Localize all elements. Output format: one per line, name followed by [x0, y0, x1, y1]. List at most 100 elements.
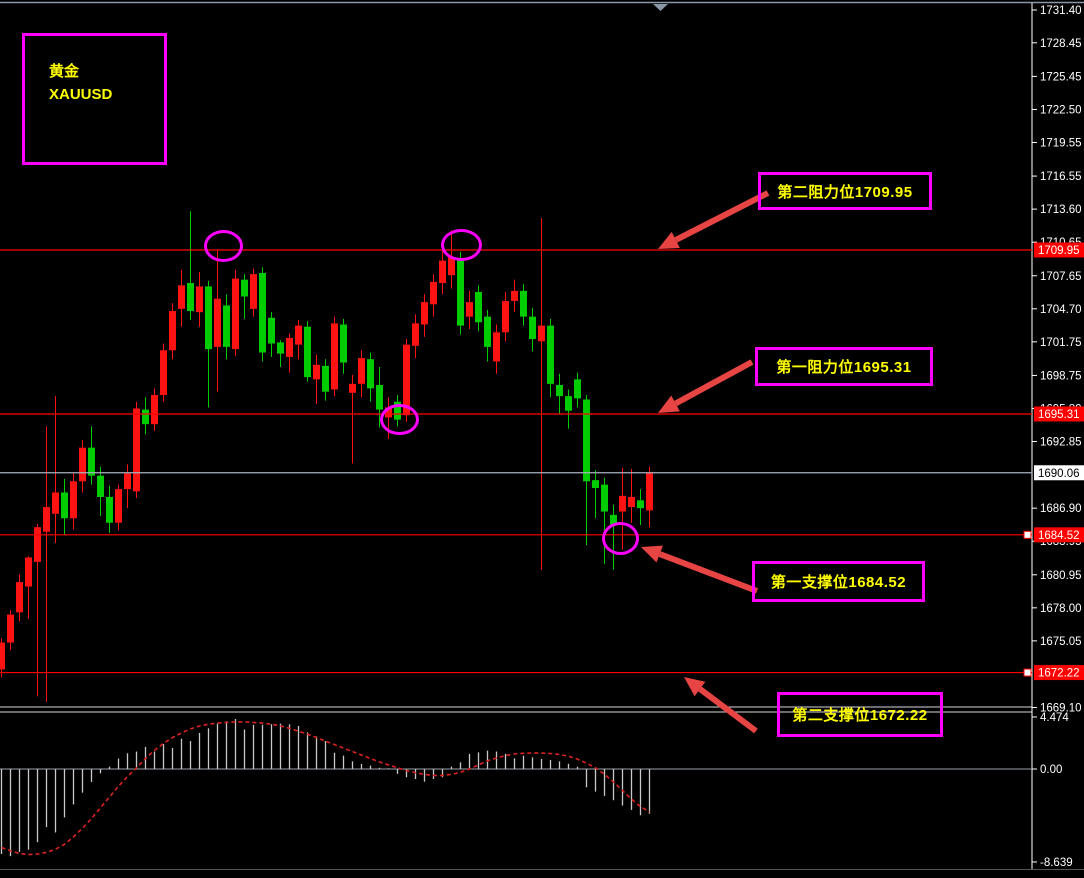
candle-body-up — [133, 408, 140, 492]
candle-body-down — [475, 292, 482, 323]
candle-body-up — [493, 332, 500, 362]
level-line-handle[interactable] — [1023, 668, 1032, 677]
level-price-badge-text: 1684.52 — [1038, 530, 1080, 542]
candle-body-down — [565, 396, 572, 411]
candle-body-down — [61, 492, 68, 519]
price-axis-label: 1698.75 — [1040, 370, 1082, 382]
candle-body-up — [412, 323, 419, 346]
candle-body-down — [268, 317, 275, 344]
price-axis-label: 1725.45 — [1040, 71, 1082, 83]
candle-body-up — [358, 358, 365, 384]
candle-body-up — [466, 302, 473, 317]
highlight-circle-resistance1-touch[interactable] — [380, 404, 419, 435]
candle-body-up — [79, 447, 86, 482]
candle-body-down — [592, 480, 599, 488]
price-axis-label: 1716.55 — [1040, 171, 1082, 183]
candle-body-up — [439, 260, 446, 284]
candle-body-up — [196, 286, 203, 313]
annotation-arrow-shaft[interactable] — [698, 686, 758, 734]
highlight-circle-resistance2-touch1[interactable] — [204, 230, 243, 262]
price-axis-label: 1686.90 — [1040, 503, 1082, 515]
candle-body-up — [295, 325, 302, 345]
symbol-title-box[interactable]: 黄金 XAUUSD — [22, 33, 167, 165]
annotation-resistance2[interactable]: 第二阻力位1709.95 — [758, 172, 932, 210]
candle-body-down — [106, 496, 113, 523]
candle-body-up — [538, 325, 545, 342]
level-price-badge-text: 1672.22 — [1038, 668, 1080, 680]
price-axis-label: 1692.85 — [1040, 437, 1082, 449]
candle-body-down — [322, 365, 329, 392]
price-axis-label: 1728.45 — [1040, 38, 1082, 50]
annotation-arrow-head[interactable] — [658, 395, 680, 413]
price-axis-label: 1707.65 — [1040, 271, 1082, 283]
candle-body-up — [25, 557, 32, 587]
candle-body-up — [313, 364, 320, 380]
price-axis-label: 1722.50 — [1040, 104, 1082, 116]
candle-body-up — [178, 285, 185, 309]
candle-body-down — [547, 325, 554, 384]
level-price-badge-text: 1709.95 — [1038, 245, 1080, 257]
candle-body-up — [0, 642, 5, 670]
candle-body-up — [430, 281, 437, 305]
annotation-arrow-head[interactable] — [658, 231, 680, 249]
annotation-support2-label: 第二支撑位1672.22 — [792, 707, 928, 724]
candle-body-up — [43, 507, 50, 532]
candle-body-down — [367, 359, 374, 389]
price-axis-label: 1713.60 — [1040, 204, 1082, 216]
candle-body-up — [151, 395, 158, 425]
candle-body-up — [619, 495, 626, 512]
annotation-arrow-shaft[interactable] — [674, 359, 754, 407]
highlight-circle-resistance2-touch2[interactable] — [441, 229, 482, 261]
candle-body-down — [376, 384, 383, 410]
candle-body-up — [16, 582, 23, 613]
annotation-arrow-shaft[interactable] — [674, 190, 770, 243]
candle-body-up — [286, 337, 293, 357]
price-axis-label: 1680.95 — [1040, 570, 1082, 582]
candle-body-up — [502, 300, 509, 333]
candle-body-up — [511, 290, 518, 301]
candle-body-up — [628, 496, 635, 508]
candle-body-down — [637, 500, 644, 509]
price-axis-label: 1704.70 — [1040, 304, 1082, 316]
price-axis-label: 1719.55 — [1040, 137, 1082, 149]
candle-body-up — [115, 489, 122, 523]
chart-shift-marker-icon[interactable] — [653, 4, 668, 11]
candle-body-up — [52, 492, 59, 514]
annotation-arrow-head[interactable] — [641, 545, 663, 563]
candle-body-down — [484, 316, 491, 347]
indicator-axis-label: -8.639 — [1040, 857, 1073, 869]
level-price-badge — [1034, 527, 1084, 543]
candle-body-down — [259, 272, 266, 353]
level-price-badge — [1034, 242, 1084, 258]
price-axis-label: 1731.40 — [1040, 5, 1082, 17]
level-price-badge-text: 1695.31 — [1038, 409, 1080, 421]
price-axis-label: 1669.10 — [1040, 703, 1082, 715]
annotation-arrow-head[interactable] — [684, 677, 706, 697]
annotation-support2[interactable]: 第二支撑位1672.22 — [777, 692, 943, 737]
annotation-support1[interactable]: 第一支撑位1684.52 — [752, 561, 925, 602]
annotation-resistance1[interactable]: 第一阻力位1695.31 — [755, 347, 933, 386]
indicator-axis-label: 0.00 — [1040, 764, 1062, 776]
candle-body-down — [241, 279, 248, 297]
candle-body-down — [556, 384, 563, 397]
candle-body-down — [520, 290, 527, 317]
annotation-resistance2-label: 第二阻力位1709.95 — [777, 183, 913, 201]
candle-body-down — [304, 326, 311, 378]
candle-body-up — [250, 274, 257, 309]
candle-body-up — [331, 323, 338, 390]
annotation-resistance1-label: 第一阻力位1695.31 — [776, 359, 912, 376]
candle-body-down — [574, 379, 581, 399]
annotation-support1-label: 第一支撑位1684.52 — [770, 574, 907, 591]
indicator-axis-label: 4.474 — [1040, 712, 1069, 724]
highlight-circle-support1-touch[interactable] — [602, 522, 639, 555]
candle-body-up — [646, 472, 653, 511]
annotation-arrow-shaft[interactable] — [658, 551, 759, 594]
price-axis-label: 1678.00 — [1040, 603, 1082, 615]
candle-body-down — [583, 399, 590, 482]
symbol-title-cn: 黄金 — [49, 63, 80, 80]
candle-body-up — [232, 278, 239, 350]
candle-body-down — [205, 286, 212, 350]
candle-body-down — [97, 475, 104, 497]
level-line-handle[interactable] — [1023, 530, 1032, 539]
